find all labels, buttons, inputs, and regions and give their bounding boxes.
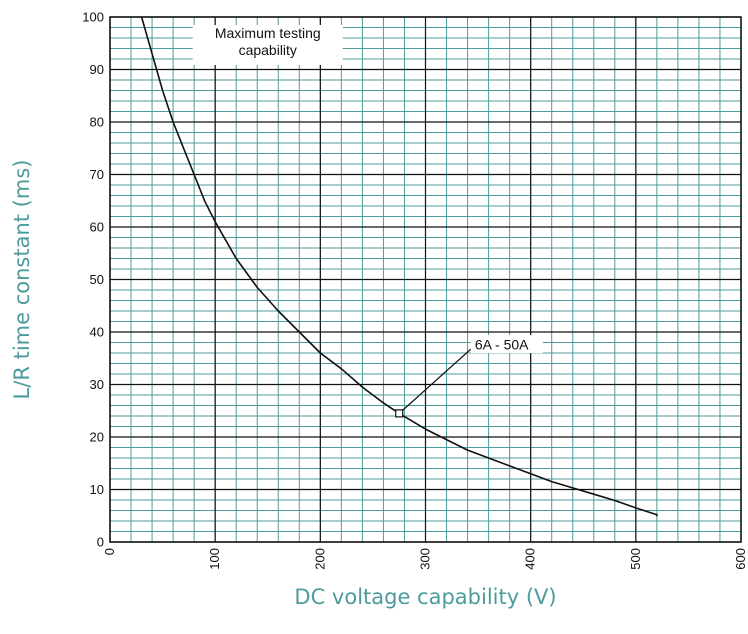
y-tick-label: 30 bbox=[90, 377, 104, 392]
y-tick-label: 100 bbox=[82, 10, 104, 25]
annotation-box bbox=[192, 25, 343, 65]
y-tick-label: 10 bbox=[90, 482, 104, 497]
y-tick-label: 60 bbox=[90, 220, 104, 235]
grid-major bbox=[109, 16, 742, 543]
series-line bbox=[140, 16, 658, 517]
x-tick-label: 100 bbox=[207, 548, 222, 570]
x-axis-title: DC voltage capability (V) bbox=[294, 585, 556, 609]
annotation-max-testing: capability bbox=[239, 42, 297, 58]
annotation-max-testing: Maximum testing bbox=[215, 25, 321, 41]
y-tick-labels: 0 10 20 30 40 50 60 70 80 90 100 bbox=[82, 10, 104, 550]
annotation-label-bg bbox=[470, 335, 543, 354]
x-tick-label: 200 bbox=[312, 548, 327, 570]
y-tick-label: 70 bbox=[90, 167, 104, 182]
x-tick-label: 0 bbox=[102, 548, 117, 555]
y-tick-label: 20 bbox=[90, 430, 104, 445]
x-tick-label: 400 bbox=[523, 548, 538, 570]
x-tick-labels: 0 100 200 300 400 500 600 bbox=[102, 548, 748, 570]
annotation-current-range: 6A - 50A bbox=[475, 337, 529, 353]
annotation-marker bbox=[395, 409, 404, 418]
y-tick-label: 90 bbox=[90, 62, 104, 77]
x-tick-label: 500 bbox=[628, 548, 643, 570]
y-tick-label: 0 bbox=[97, 535, 104, 550]
x-tick-label: 300 bbox=[418, 548, 433, 570]
x-tick-label: 600 bbox=[733, 548, 748, 570]
plot-border bbox=[109, 16, 742, 543]
y-tick-label: 50 bbox=[90, 272, 104, 287]
y-tick-label: 80 bbox=[90, 115, 104, 130]
y-tick-label: 40 bbox=[90, 325, 104, 340]
y-axis-title: L/R time constant (ms) bbox=[10, 160, 34, 400]
series-group bbox=[140, 16, 658, 517]
annotation-leader-line bbox=[398, 348, 472, 414]
